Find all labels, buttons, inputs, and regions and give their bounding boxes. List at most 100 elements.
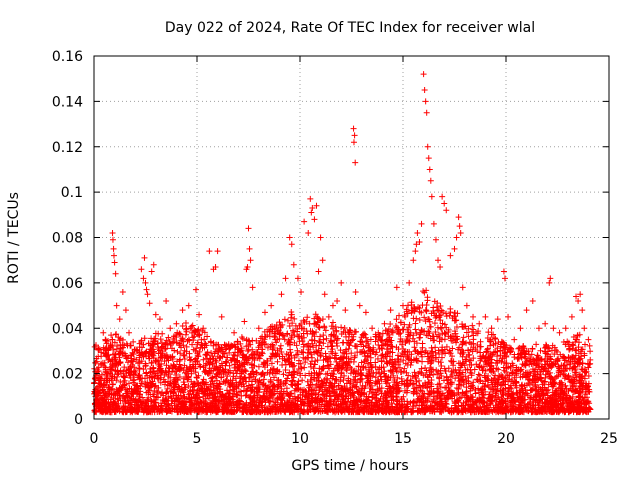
data-point <box>446 347 453 354</box>
data-points <box>91 71 594 416</box>
data-point <box>315 324 322 331</box>
data-point <box>223 387 230 394</box>
data-point <box>299 338 306 345</box>
data-point <box>397 369 404 376</box>
data-point <box>344 398 351 405</box>
data-point <box>437 303 444 310</box>
data-point <box>438 325 445 332</box>
data-point <box>136 385 143 392</box>
data-point <box>143 369 150 376</box>
data-point <box>108 332 115 339</box>
data-point <box>225 390 232 397</box>
data-point <box>136 340 143 347</box>
data-point <box>573 336 580 343</box>
data-point <box>421 314 428 321</box>
data-point <box>416 316 423 323</box>
data-point <box>385 326 392 333</box>
data-point <box>374 355 381 362</box>
data-point <box>354 349 361 356</box>
data-point <box>581 341 588 348</box>
data-point <box>291 315 298 322</box>
data-point <box>317 333 324 340</box>
data-point <box>460 349 467 356</box>
data-point <box>415 395 422 402</box>
data-point <box>437 390 444 397</box>
data-point <box>348 350 355 357</box>
data-point <box>301 364 308 371</box>
data-point <box>422 307 429 313</box>
data-point <box>316 339 323 346</box>
data-point <box>400 357 407 364</box>
chart-title: Day 022 of 2024, Rate Of TEC Index for r… <box>165 20 535 36</box>
data-point <box>506 376 513 383</box>
data-point <box>129 361 136 368</box>
data-point <box>169 353 176 360</box>
data-point <box>324 362 331 369</box>
data-point <box>447 309 454 316</box>
data-point <box>557 371 564 378</box>
data-point <box>487 337 494 344</box>
data-point <box>382 340 389 347</box>
data-point <box>291 387 298 394</box>
data-point <box>404 310 411 317</box>
data-point <box>294 347 301 354</box>
data-point <box>290 368 297 375</box>
data-point <box>533 341 540 348</box>
data-point <box>569 393 576 400</box>
data-point <box>435 347 442 354</box>
data-point <box>393 316 400 323</box>
data-point <box>338 324 345 331</box>
data-point <box>487 365 494 372</box>
data-point <box>276 319 283 326</box>
grid-lines <box>94 56 609 419</box>
data-point <box>367 336 374 343</box>
data-point <box>432 328 439 335</box>
data-point <box>244 348 251 355</box>
data-point <box>163 362 170 369</box>
data-point <box>498 394 505 401</box>
data-point <box>103 351 110 358</box>
data-point <box>177 350 184 357</box>
data-point <box>238 345 245 352</box>
data-point <box>450 362 457 369</box>
data-point <box>582 369 589 376</box>
data-point <box>352 352 359 359</box>
data-point <box>279 332 286 339</box>
data-point <box>226 349 233 356</box>
data-point <box>201 329 208 336</box>
data-point <box>253 369 260 376</box>
data-point <box>469 322 476 329</box>
data-point <box>463 340 470 347</box>
data-point <box>222 378 229 385</box>
data-point <box>135 372 142 379</box>
data-point <box>436 350 443 357</box>
data-point <box>448 358 455 365</box>
data-point <box>378 376 385 383</box>
data-point <box>282 367 289 374</box>
data-point <box>176 374 183 381</box>
data-point <box>339 364 346 371</box>
data-point <box>570 342 577 349</box>
data-point <box>563 386 570 393</box>
data-point <box>528 351 535 358</box>
data-point <box>477 386 484 393</box>
data-point <box>353 328 360 335</box>
data-point <box>401 321 408 328</box>
data-point <box>281 316 288 323</box>
data-point <box>465 333 472 340</box>
data-point <box>189 341 196 348</box>
data-point <box>286 323 293 330</box>
data-point <box>126 380 133 387</box>
data-point <box>323 335 330 342</box>
data-point <box>181 352 188 359</box>
data-point <box>277 342 284 349</box>
data-point <box>509 391 516 398</box>
data-point <box>492 372 499 379</box>
data-point <box>449 353 456 360</box>
data-point <box>454 391 461 398</box>
data-point <box>343 367 350 374</box>
data-point <box>498 358 505 365</box>
data-point <box>276 353 283 360</box>
data-point <box>525 348 532 355</box>
